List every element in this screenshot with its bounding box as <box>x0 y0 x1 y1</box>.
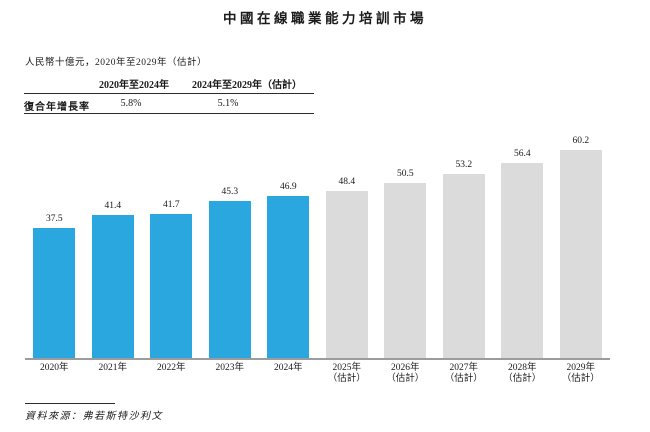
chart-unit-subtitle: 人民幣十億元，2020年至2029年（估計） <box>25 58 208 68</box>
bar-value-label: 53.2 <box>455 159 473 170</box>
bar-estimate <box>501 162 544 358</box>
cagr-column-header-2: 2024年至2029年（估計） <box>192 80 302 91</box>
bar-group-2029年: 60.2 <box>552 130 611 358</box>
bar-actual <box>33 228 76 358</box>
x-axis-tick-label: 2026年 （估計） <box>386 363 425 384</box>
bar-group-2026年: 50.5 <box>376 130 435 358</box>
bar-actual <box>267 195 310 358</box>
x-axis-tick-label: 2020年 <box>39 363 69 373</box>
bar-estimate <box>384 183 427 358</box>
x-axis-tick-label: 2027年 （估計） <box>444 363 483 384</box>
x-axis-tick-label: 2024年 <box>273 363 303 373</box>
bar-group-2020年: 37.5 <box>25 130 84 358</box>
bar-value-label: 41.7 <box>162 199 180 210</box>
bar-group-2025年: 48.4 <box>318 130 377 358</box>
source-divider <box>25 403 115 404</box>
bar-group-2021年: 41.4 <box>84 130 143 358</box>
x-axis-tick-label: 2021年 <box>98 363 127 373</box>
bar-group-2027年: 53.2 <box>435 130 494 358</box>
x-axis-line <box>25 358 610 360</box>
cagr-table-top-rule <box>24 93 314 94</box>
cagr-row-label: 復合年增長率 <box>24 102 90 113</box>
bar-estimate <box>559 149 602 358</box>
bar-value-label: 60.2 <box>572 135 590 146</box>
cagr-value-2: 5.1% <box>217 98 239 109</box>
bar-value-label: 50.5 <box>396 169 414 180</box>
cagr-column-header-1: 2020年至2024年 <box>99 80 169 91</box>
bar-group-2022年: 41.7 <box>142 130 201 358</box>
bar-value-label: 46.9 <box>279 181 297 192</box>
chart-title: 中國在線職業能力培訓市場 <box>223 11 427 26</box>
bar-estimate <box>442 173 485 358</box>
x-axis-tick-label: 2022年 <box>156 363 186 373</box>
bar-value-label: 41.4 <box>104 200 122 211</box>
bar-value-label: 56.4 <box>513 148 531 159</box>
x-axis-tick-label: 2029年 （估計） <box>561 363 600 384</box>
x-axis-labels: 2020年 2021年 2022年 2023年 2024年 2025年 （估計） 2026年（… <box>25 363 610 385</box>
bar-actual <box>208 201 251 358</box>
bar-plot: 37.5 41.4 41.7 45.3 46.9 48.4 50.5 53.2 56.4 60.2 <box>25 130 610 358</box>
bar-estimate <box>325 190 368 358</box>
cagr-value-1: 5.8% <box>120 98 142 109</box>
bar-actual <box>150 213 193 358</box>
bar-group-2028年: 56.4 <box>493 130 552 358</box>
x-axis-tick-label: 2025年 （估計） <box>327 363 366 384</box>
x-axis-tick-label: 2023年 <box>215 363 244 373</box>
bar-value-label: 45.3 <box>221 187 239 198</box>
bar-group-2023年: 45.3 <box>201 130 260 358</box>
bar-actual <box>91 214 134 358</box>
bar-value-label: 48.4 <box>338 176 356 187</box>
bar-value-label: 37.5 <box>45 214 63 225</box>
source-note: 資料來源：弗若斯特沙利文 <box>25 411 163 422</box>
cagr-table-bottom-rule <box>24 113 314 114</box>
bar-group-2024年: 46.9 <box>259 130 318 358</box>
x-axis-tick-label: 2028年 （估計） <box>503 363 542 384</box>
